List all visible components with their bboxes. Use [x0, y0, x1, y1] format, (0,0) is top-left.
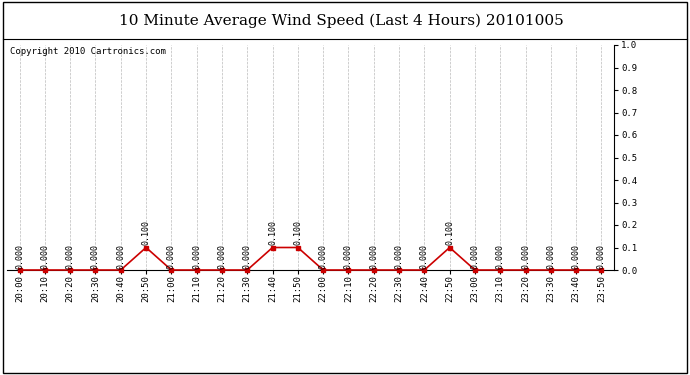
Text: 10 Minute Average Wind Speed (Last 4 Hours) 20101005: 10 Minute Average Wind Speed (Last 4 Hou…	[119, 13, 564, 27]
Text: 0.000: 0.000	[116, 244, 126, 269]
Text: 0.000: 0.000	[167, 244, 176, 269]
Text: 0.100: 0.100	[445, 220, 454, 245]
Text: 0.000: 0.000	[192, 244, 201, 269]
Text: 0.000: 0.000	[395, 244, 404, 269]
Text: 0.100: 0.100	[293, 220, 302, 245]
Text: 0.000: 0.000	[344, 244, 353, 269]
Text: 0.000: 0.000	[495, 244, 505, 269]
Text: 0.000: 0.000	[521, 244, 530, 269]
Text: 0.000: 0.000	[571, 244, 581, 269]
Text: 0.000: 0.000	[420, 244, 429, 269]
Text: 0.000: 0.000	[217, 244, 226, 269]
Text: 0.000: 0.000	[597, 244, 606, 269]
Text: 0.000: 0.000	[91, 244, 100, 269]
Text: 0.000: 0.000	[15, 244, 24, 269]
Text: 0.000: 0.000	[243, 244, 252, 269]
Text: 0.100: 0.100	[141, 220, 150, 245]
Text: 0.100: 0.100	[268, 220, 277, 245]
Text: 0.000: 0.000	[471, 244, 480, 269]
Text: 0.000: 0.000	[66, 244, 75, 269]
Text: 0.000: 0.000	[369, 244, 378, 269]
Text: Copyright 2010 Cartronics.com: Copyright 2010 Cartronics.com	[10, 47, 166, 56]
Text: 0.000: 0.000	[319, 244, 328, 269]
Text: 0.000: 0.000	[546, 244, 555, 269]
Text: 0.000: 0.000	[40, 244, 50, 269]
